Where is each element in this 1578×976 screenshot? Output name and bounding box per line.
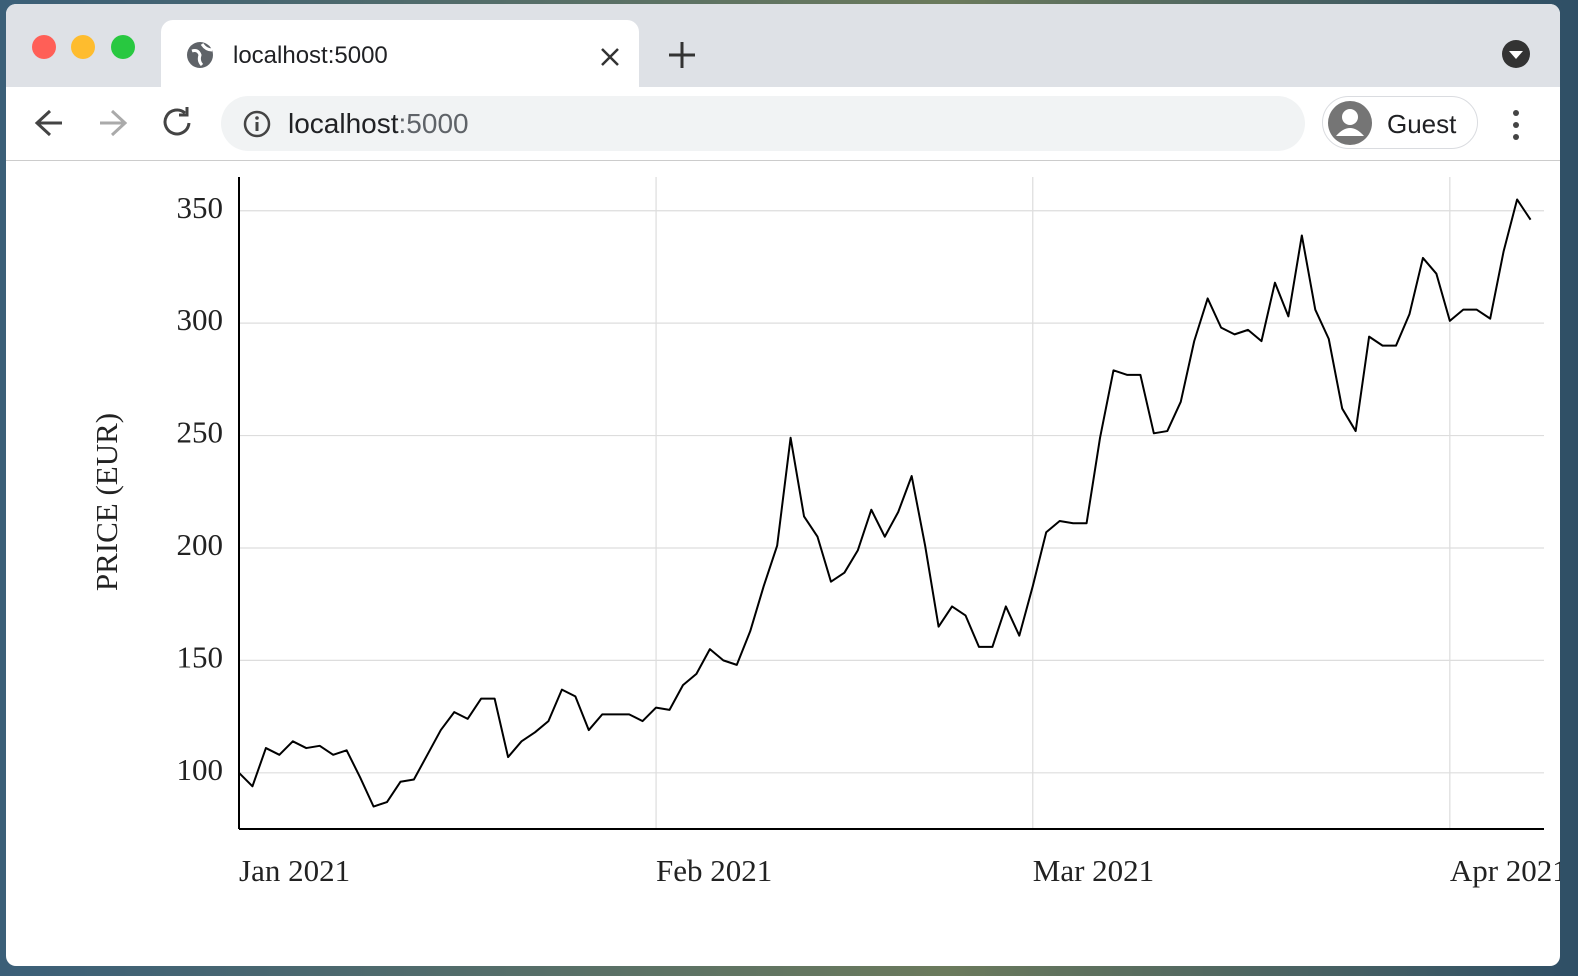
profile-name: Guest [1387,109,1457,139]
minimize-button[interactable] [71,35,95,59]
url: localhost:5000 [288,108,469,140]
new-tab[interactable] [667,40,697,70]
zoom-button[interactable] [111,35,135,59]
x-tick-label: Mar 2021 [1033,853,1154,888]
avatar [1328,101,1372,145]
address-bar[interactable]: localhost:5000 [221,96,1305,151]
y-tick-label: 100 [177,752,224,787]
price-line [238,198,1532,808]
globe-icon [187,42,213,68]
menu-button[interactable] [1506,105,1526,145]
browser-window: localhost:5000 localhost:5000 Guest PRIC… [6,4,1560,966]
x-tick-label: Apr 2021 [1450,853,1560,888]
tab[interactable]: localhost:5000 [161,20,639,87]
y-tick-label: 350 [177,190,224,225]
window-controls [32,35,135,59]
chart: PRICE (EUR) 100 150 200 250 300 350 Jan 2021 Fe… [89,177,1560,888]
reload-button[interactable] [163,107,191,136]
x-tick-label: Jan 2021 [239,853,350,888]
tab-title: localhost:5000 [233,42,388,69]
x-tick-label: Feb 2021 [656,853,772,888]
tab-bar: localhost:5000 [6,4,1560,87]
y-tick-label: 200 [177,527,224,562]
close-button[interactable] [32,35,56,59]
url-host: localhost [288,108,399,139]
toolbar: localhost:5000 Guest [6,87,1560,161]
close-tab[interactable] [599,46,623,70]
y-axis-label: PRICE (EUR) [89,413,124,591]
profile-button[interactable]: Guest [1322,96,1478,149]
tab-menu[interactable] [1501,39,1531,69]
info-icon [243,110,271,138]
y-tick-label: 250 [177,415,224,450]
back-button[interactable] [34,109,62,137]
nav-buttons [34,107,191,137]
y-tick-label: 300 [177,302,224,337]
forward-button[interactable] [100,109,128,137]
url-port: :5000 [398,108,469,139]
y-tick-label: 150 [177,639,224,674]
